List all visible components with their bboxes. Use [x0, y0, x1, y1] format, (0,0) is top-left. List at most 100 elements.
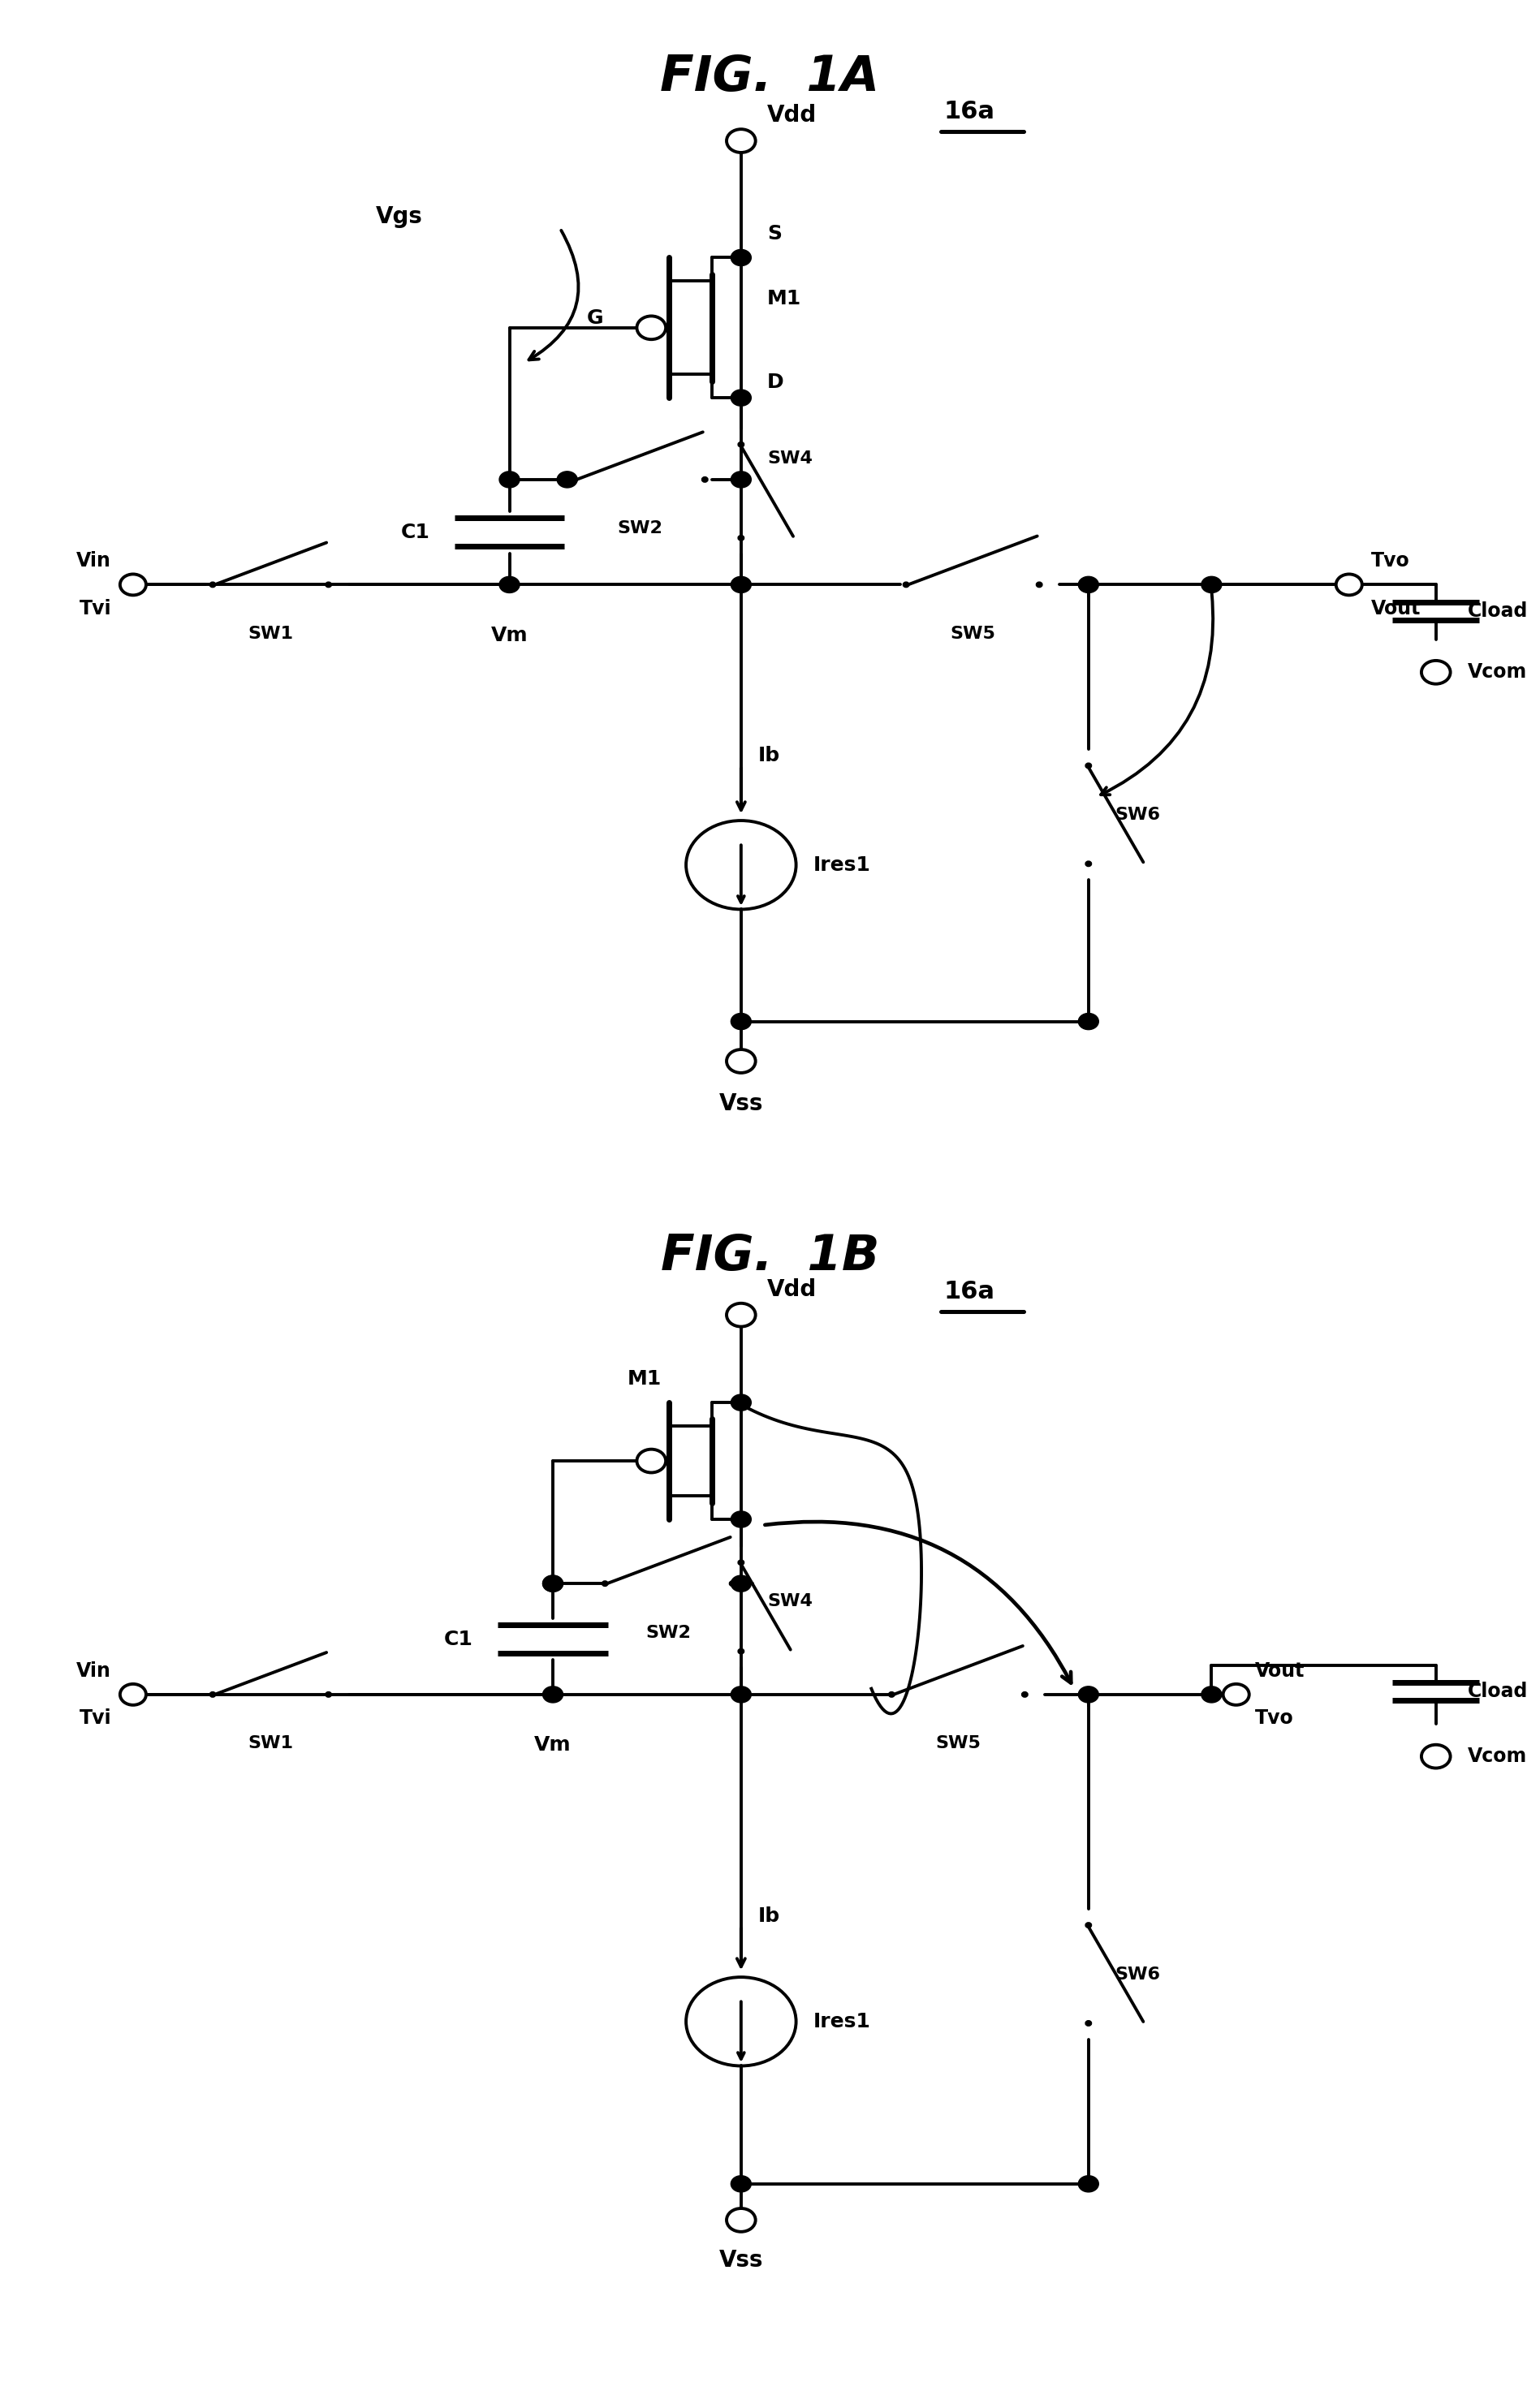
Circle shape [1223, 1683, 1249, 1705]
Text: Tvo: Tvo [1255, 1710, 1294, 1729]
Circle shape [1038, 583, 1041, 585]
Circle shape [211, 1693, 214, 1695]
Circle shape [1086, 1924, 1090, 1926]
Text: SW6: SW6 [1115, 807, 1160, 824]
Text: SW4: SW4 [767, 450, 813, 467]
Circle shape [731, 1512, 752, 1527]
Circle shape [1337, 573, 1361, 595]
Circle shape [211, 583, 214, 585]
Text: Vin: Vin [77, 551, 111, 571]
Text: Tvi: Tvi [79, 600, 111, 619]
Circle shape [542, 1575, 564, 1592]
Circle shape [604, 1582, 607, 1584]
Text: Cload: Cload [1468, 602, 1528, 621]
Circle shape [739, 443, 744, 445]
Text: Vout: Vout [1371, 600, 1420, 619]
Text: Vcom: Vcom [1468, 662, 1528, 681]
Circle shape [542, 1686, 564, 1702]
Text: SW2: SW2 [618, 520, 662, 537]
Circle shape [727, 1303, 756, 1327]
Text: SW1: SW1 [248, 626, 293, 643]
Circle shape [731, 1575, 752, 1592]
Text: Tvo: Tvo [1371, 551, 1409, 571]
Circle shape [638, 315, 665, 340]
Text: S: S [767, 224, 782, 243]
Text: Vss: Vss [719, 1093, 764, 1115]
Circle shape [727, 130, 756, 152]
Text: Tvi: Tvi [79, 1710, 111, 1729]
Circle shape [1421, 660, 1451, 684]
Circle shape [731, 2177, 752, 2191]
Text: Vm: Vm [534, 1736, 571, 1755]
Text: SW4: SW4 [767, 1594, 813, 1609]
Circle shape [739, 537, 744, 539]
Text: Ib: Ib [758, 746, 781, 766]
Text: Vdd: Vdd [767, 1279, 816, 1300]
Circle shape [557, 472, 578, 489]
Text: Ires1: Ires1 [813, 2011, 872, 2032]
Text: 16a: 16a [944, 101, 995, 123]
Circle shape [727, 1050, 756, 1074]
Circle shape [739, 1560, 744, 1565]
Text: Ires1: Ires1 [813, 855, 872, 874]
Circle shape [727, 2208, 756, 2232]
Circle shape [499, 576, 519, 592]
Circle shape [499, 472, 519, 489]
Text: Vgs: Vgs [376, 205, 422, 229]
Text: M1: M1 [767, 289, 801, 308]
Circle shape [1086, 763, 1090, 768]
Circle shape [730, 1582, 735, 1584]
Circle shape [1201, 1686, 1221, 1702]
Circle shape [120, 573, 146, 595]
Circle shape [890, 1693, 893, 1695]
Circle shape [573, 477, 576, 482]
FancyArrowPatch shape [765, 1522, 1070, 1683]
Text: Ib: Ib [758, 1907, 781, 1926]
Circle shape [1086, 2023, 1090, 2025]
Circle shape [1023, 1693, 1027, 1695]
Circle shape [731, 1394, 752, 1411]
Circle shape [1078, 576, 1098, 592]
Circle shape [1078, 1686, 1098, 1702]
FancyArrowPatch shape [528, 231, 579, 359]
Circle shape [326, 1693, 331, 1695]
Circle shape [731, 472, 752, 489]
Circle shape [1421, 1746, 1451, 1767]
Text: SW2: SW2 [645, 1625, 691, 1640]
Circle shape [1086, 862, 1090, 864]
Circle shape [731, 1014, 752, 1031]
Circle shape [120, 1683, 146, 1705]
FancyArrowPatch shape [1101, 592, 1214, 795]
Text: M1: M1 [627, 1370, 662, 1389]
Text: Vss: Vss [719, 2249, 764, 2273]
Circle shape [326, 583, 331, 585]
Text: D: D [767, 373, 784, 393]
Text: C1: C1 [400, 523, 430, 542]
Circle shape [731, 576, 752, 592]
Text: Vm: Vm [491, 626, 528, 645]
Circle shape [1078, 2177, 1098, 2191]
Circle shape [1201, 576, 1221, 592]
Circle shape [904, 583, 909, 585]
Circle shape [638, 1450, 665, 1474]
Text: 16a: 16a [944, 1281, 995, 1303]
Circle shape [739, 1649, 744, 1652]
Text: C1: C1 [444, 1630, 473, 1649]
Text: Vdd: Vdd [767, 104, 816, 128]
Text: Vout: Vout [1255, 1662, 1304, 1681]
Text: SW1: SW1 [248, 1736, 293, 1751]
Circle shape [542, 1575, 564, 1592]
Circle shape [731, 390, 752, 407]
Text: Vcom: Vcom [1468, 1746, 1528, 1765]
Text: Vin: Vin [77, 1662, 111, 1681]
Circle shape [731, 1686, 752, 1702]
Circle shape [1078, 1014, 1098, 1031]
Text: Cload: Cload [1468, 1681, 1528, 1700]
Text: SW6: SW6 [1115, 1965, 1160, 1982]
Text: SW5: SW5 [935, 1736, 981, 1751]
Text: G: G [587, 308, 604, 327]
Text: FIG.  1A: FIG. 1A [661, 53, 879, 101]
Text: SW5: SW5 [950, 626, 995, 643]
Text: FIG.  1B: FIG. 1B [661, 1233, 879, 1281]
Circle shape [731, 250, 752, 265]
